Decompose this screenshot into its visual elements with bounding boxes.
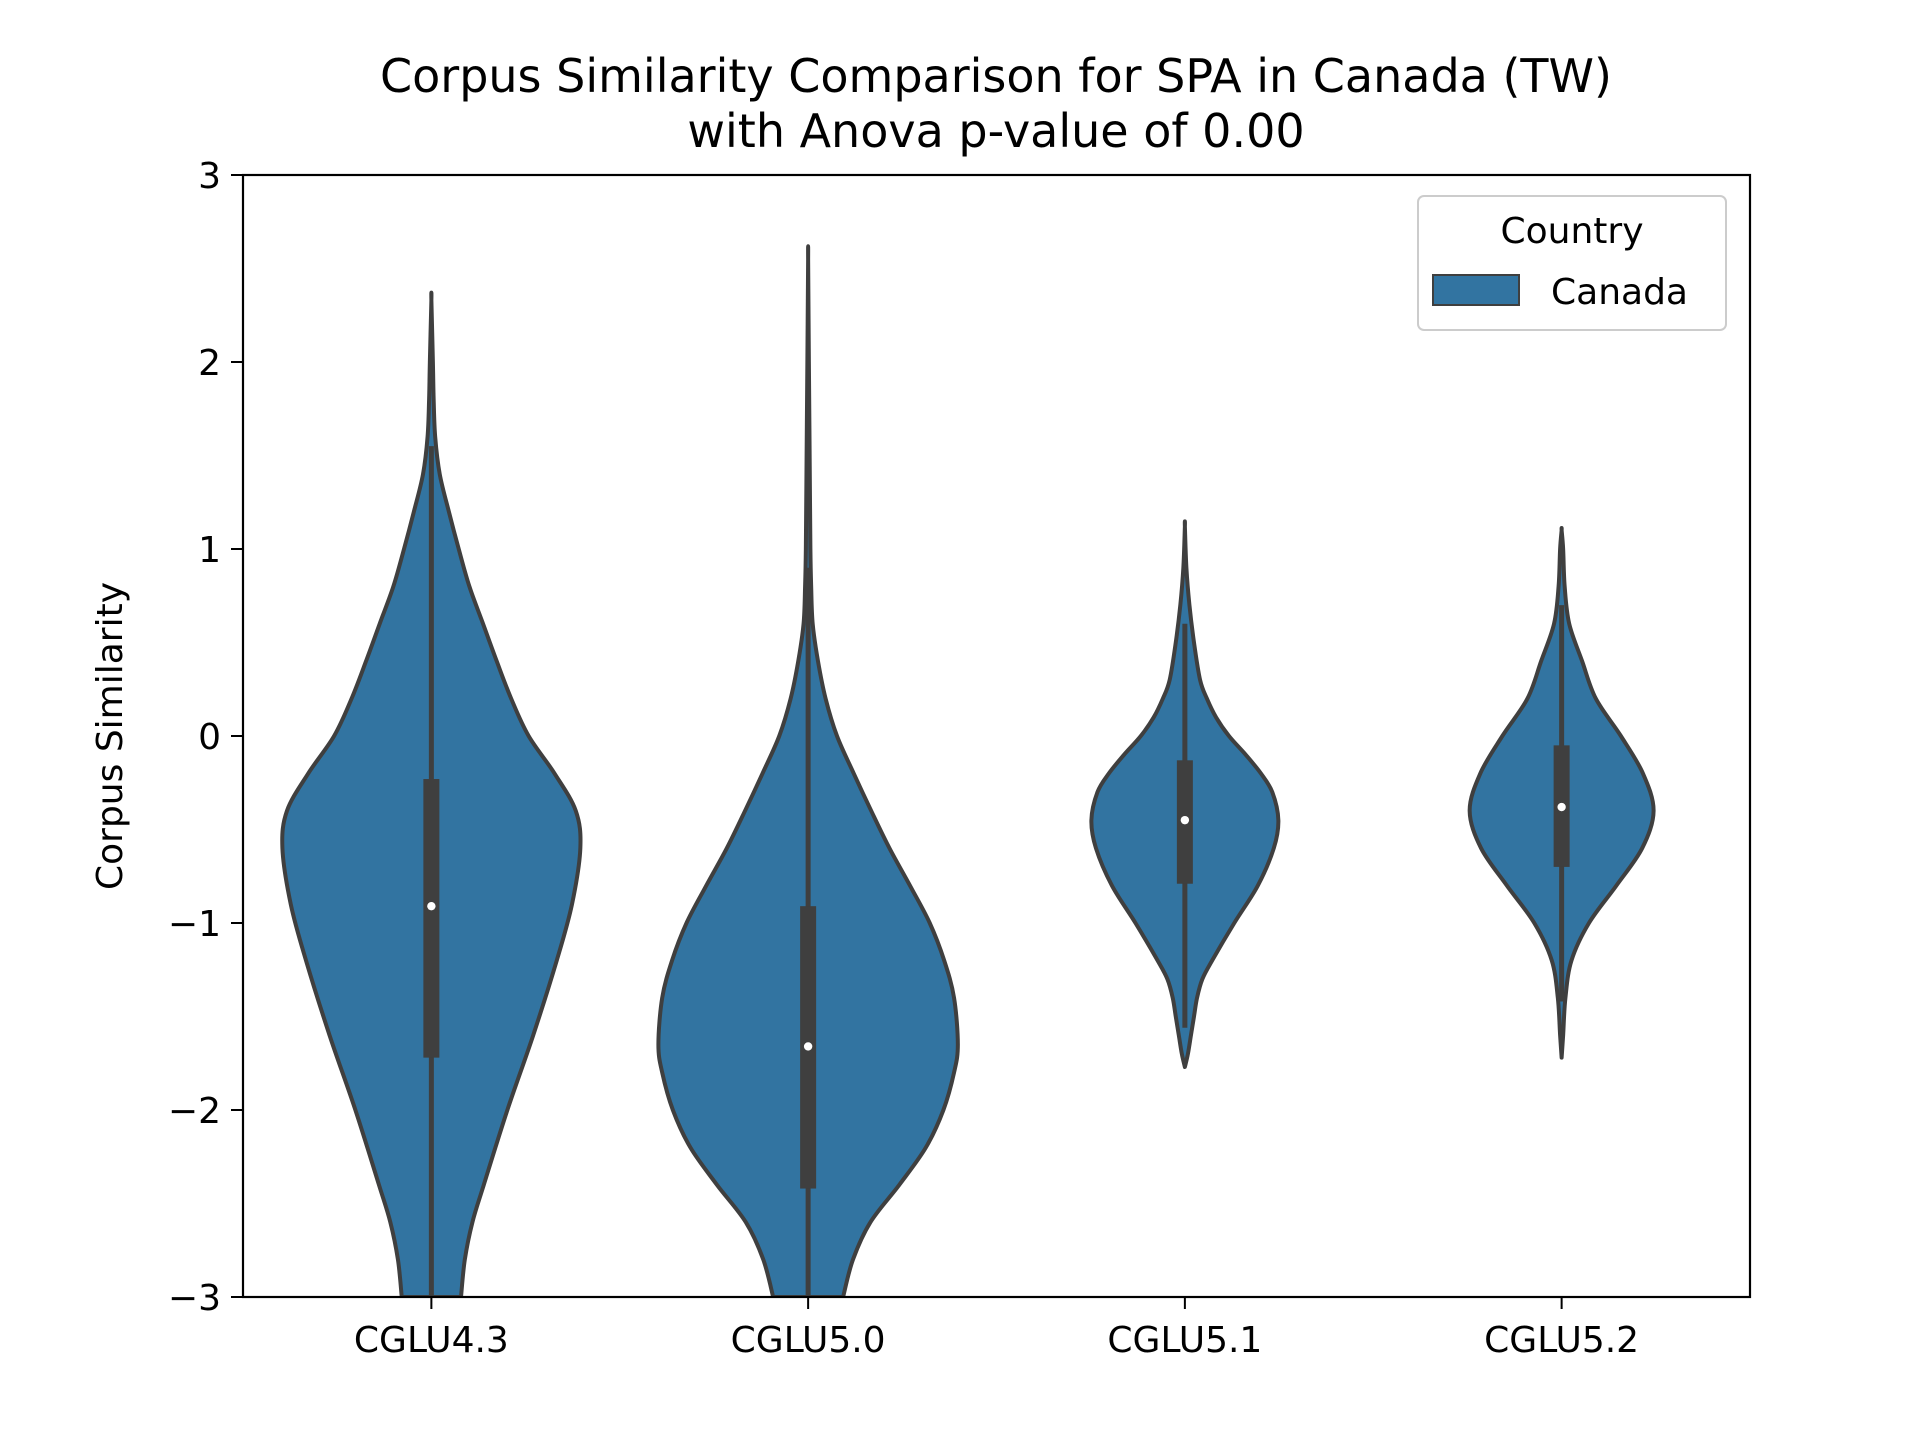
violin-iqr-box-cglu4-3 [423,779,440,1058]
violin-cglu4-3 [280,290,583,1297]
violin-median-cglu5-1 [1180,815,1190,825]
y-axis: 3 2 1 0 −1 −2 −3 [168,156,243,1319]
y-tick-label: −1 [168,904,221,945]
x-tick-label: CGLU5.2 [1484,1320,1639,1361]
y-tick-label: 0 [198,717,221,758]
x-axis: CGLU4.3 CGLU5.0 CGLU5.1 CGLU5.2 [354,1297,1639,1361]
y-axis-label: Corpus Similarity [90,582,131,890]
y-tick-label: 3 [198,156,221,197]
violin-median-cglu4-3 [427,901,436,911]
x-tick-label: CGLU4.3 [354,1320,509,1361]
chart-title-line-1: Corpus Similarity Comparison for SPA in … [380,49,1612,103]
legend-swatch-canada [1432,274,1520,306]
y-tick-label: −3 [168,1278,221,1319]
y-tick-label: 2 [198,343,221,384]
violin-median-cglu5-0 [803,1042,813,1051]
x-tick-label: CGLU5.0 [731,1320,886,1361]
y-tick-label: 1 [198,530,221,571]
violin-cglu5-2 [1467,525,1656,1060]
y-tick-label: −2 [168,1091,221,1132]
x-tick-label: CGLU5.1 [1107,1320,1262,1361]
legend-entry-canada: Canada [1551,272,1688,313]
legend-title: Country [1500,211,1643,252]
legend: Country Canada [1417,195,1727,331]
violin-cglu5-1 [1089,519,1281,1069]
violin-cglu5-0 [656,244,960,1297]
violin-median-cglu5-2 [1557,802,1566,812]
chart-title-line-2: with Anova p-value of 0.00 [687,104,1304,158]
violins-layer [280,244,1656,1297]
